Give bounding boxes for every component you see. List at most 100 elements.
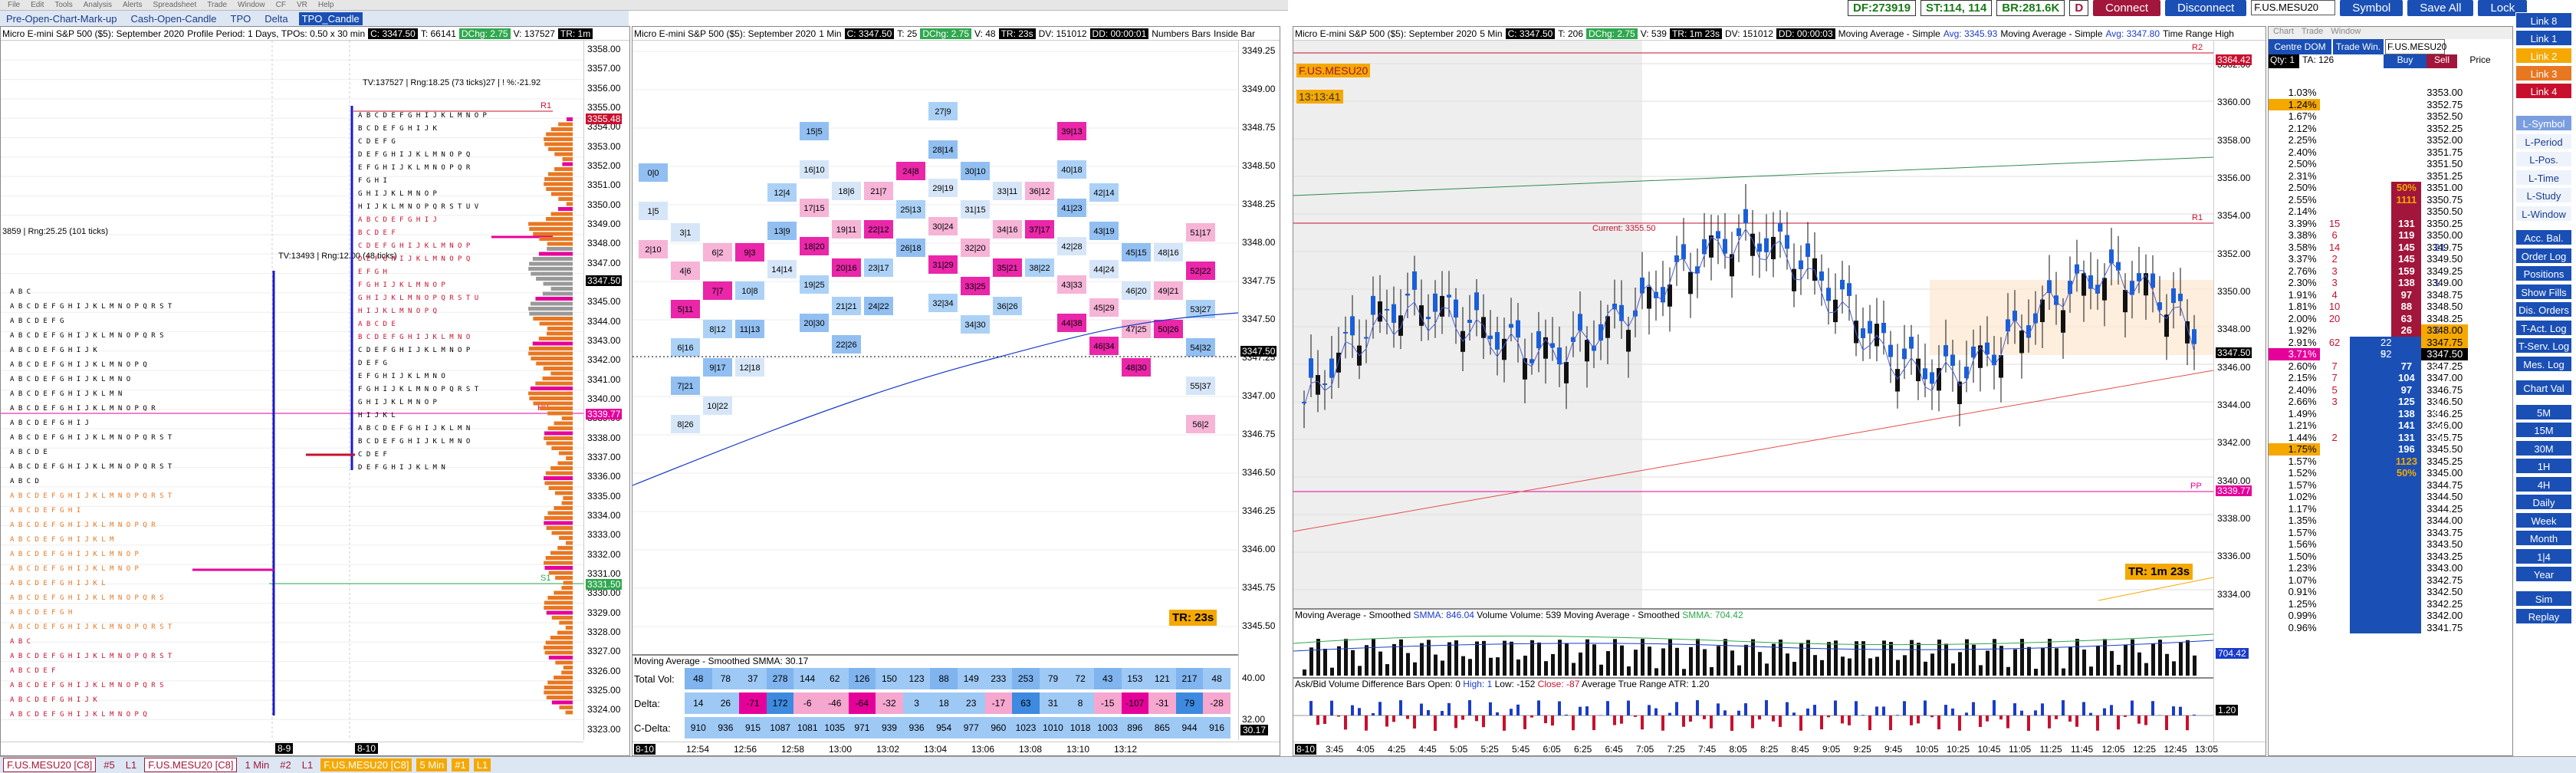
- dom-row[interactable]: 2.15% 7 104 3347.00: [2269, 372, 2468, 384]
- side-button-14[interactable]: Chart Val: [2515, 380, 2572, 396]
- dom-row[interactable]: 1.21% 141 3346.00: [2269, 419, 2468, 432]
- menu-item-2[interactable]: Tools: [54, 1, 73, 9]
- dom-row[interactable]: 1.52% 50% 3345.00: [2269, 467, 2468, 479]
- price-cell[interactable]: 3345.25: [2426, 455, 2463, 467]
- price-cell[interactable]: 3350.25: [2426, 217, 2463, 229]
- connect-button[interactable]: Connect: [2093, 0, 2161, 16]
- bid-cell[interactable]: 4: [2331, 288, 2338, 301]
- buy-cell[interactable]: [2350, 277, 2392, 289]
- side-button-10[interactable]: Dis. Orders: [2515, 301, 2572, 317]
- link-button-4[interactable]: Link 4: [2515, 83, 2572, 99]
- buy-cell[interactable]: [2349, 491, 2392, 503]
- sell-cell[interactable]: 196: [2391, 443, 2422, 456]
- buy-cell[interactable]: [2349, 621, 2392, 633]
- buy-cell[interactable]: [2350, 87, 2392, 99]
- price-cell[interactable]: 3344.50: [2426, 491, 2463, 502]
- dom-row[interactable]: 1.03% 3353.00: [2269, 87, 2468, 99]
- dom-row[interactable]: 1.23% 3343.00: [2269, 562, 2468, 574]
- side-button-20[interactable]: Daily: [2515, 494, 2572, 510]
- sell-cell[interactable]: 125: [2391, 396, 2422, 408]
- bid-cell[interactable]: [2320, 562, 2350, 574]
- dom-row[interactable]: 1.49% 138 3346.25: [2269, 407, 2468, 420]
- sell-cell[interactable]: 1111: [2391, 193, 2422, 206]
- price-cell[interactable]: 3342.50: [2426, 586, 2463, 597]
- menu-item-10[interactable]: Help: [317, 1, 334, 9]
- tab-pre-open[interactable]: Pre-Open-Chart-Mark-up: [6, 12, 117, 25]
- sell-cell[interactable]: 131: [2391, 431, 2422, 443]
- sell-cell[interactable]: 50%: [2391, 182, 2422, 194]
- dom-row[interactable]: 3.38% 6 119 3350.00: [2269, 229, 2468, 242]
- price-cell[interactable]: 3344.00: [2426, 515, 2463, 526]
- price-cell[interactable]: 3352.75: [2426, 98, 2463, 110]
- bid-cell[interactable]: [2320, 170, 2350, 183]
- price-cell[interactable]: 3347.75: [2421, 336, 2468, 348]
- side-button-19[interactable]: 4H: [2515, 475, 2572, 492]
- bid-cell[interactable]: 2: [2331, 431, 2338, 443]
- bid-cell[interactable]: 3: [2331, 396, 2338, 407]
- tab-tpo[interactable]: TPO: [230, 12, 251, 25]
- side-button-16[interactable]: 15M: [2515, 422, 2572, 438]
- dom-row[interactable]: 1.02% 3344.50: [2269, 491, 2468, 503]
- bid-cell[interactable]: [2320, 194, 2350, 206]
- buy-column-header[interactable]: Buy: [2384, 54, 2426, 68]
- price-cell[interactable]: 3346.75: [2426, 383, 2463, 396]
- buy-cell[interactable]: [2349, 407, 2392, 419]
- dom-row[interactable]: 0.96% 3341.75: [2269, 621, 2468, 634]
- askbid-subgraph[interactable]: Ask/Bid Volume Difference Bars Open: 0 H…: [1293, 677, 2213, 742]
- menu-item-6[interactable]: Trade: [207, 1, 228, 9]
- link-button-0[interactable]: Link 8: [2515, 12, 2572, 28]
- bid-cell[interactable]: 14: [2328, 241, 2341, 253]
- dom-row[interactable]: 1.24% 3352.75: [2269, 98, 2468, 110]
- save-all-button[interactable]: Save All: [2407, 0, 2474, 16]
- status-chart1-symbol[interactable]: F.US.MESU20 [C8]: [3, 758, 97, 772]
- buy-cell[interactable]: [2349, 586, 2392, 598]
- dom-row[interactable]: 1.57% 1123 3345.25: [2269, 455, 2468, 467]
- dom-row[interactable]: 2.60% 7 77 3347.25: [2269, 360, 2468, 372]
- link-button-2[interactable]: Link 2: [2515, 48, 2572, 64]
- tab-tpo-candle[interactable]: TPO_Candle: [298, 12, 363, 25]
- price-cell[interactable]: 3351.25: [2426, 169, 2463, 182]
- bid-cell[interactable]: [2320, 467, 2350, 479]
- bid-cell[interactable]: [2320, 622, 2350, 634]
- tab-delta[interactable]: Delta: [264, 12, 288, 25]
- price-cell[interactable]: 3346.00: [2426, 419, 2463, 431]
- bid-cell[interactable]: 6: [2331, 229, 2338, 241]
- bid-cell[interactable]: [2320, 598, 2350, 610]
- buy-cell[interactable]: [2349, 467, 2392, 479]
- bid-cell[interactable]: [2320, 182, 2350, 194]
- price-cell[interactable]: 3348.25: [2426, 312, 2463, 324]
- sell-cell[interactable]: [2391, 550, 2422, 562]
- sell-cell[interactable]: [2391, 502, 2422, 515]
- buy-cell[interactable]: [2350, 194, 2392, 206]
- link-button-3[interactable]: Link 3: [2515, 65, 2572, 81]
- dom-row[interactable]: 3.71% 3347.50: [2269, 348, 2468, 360]
- dom-row[interactable]: 2.66% 3 125 3346.50: [2269, 396, 2468, 408]
- buy-cell[interactable]: [2350, 110, 2392, 123]
- sell-cell[interactable]: [2391, 206, 2422, 218]
- sell-cell[interactable]: [2391, 146, 2422, 158]
- dom-row[interactable]: 1.25% 3342.25: [2269, 597, 2468, 610]
- dom-row[interactable]: 1.07% 3342.75: [2269, 574, 2468, 586]
- tpo-plot-area[interactable]: TV:137527 | Rng:18.25 (73 ticks)27 | ! %…: [1, 41, 583, 740]
- bid-cell[interactable]: 5: [2331, 383, 2338, 396]
- price-axis[interactable]: 3349.25 3349.00 3348.75 3348.50 3348.25 3348.…: [1238, 41, 1280, 654]
- dom-row[interactable]: 3.39% 15 131 3350.25: [2269, 217, 2468, 229]
- dom-row[interactable]: 2.91% 62 3347.75: [2269, 336, 2468, 348]
- buy-cell[interactable]: [2350, 123, 2392, 135]
- price-cell[interactable]: 3345.75: [2426, 431, 2463, 443]
- price-cell[interactable]: 3350.75: [2426, 193, 2463, 206]
- buy-cell[interactable]: [2350, 134, 2392, 146]
- bid-cell[interactable]: [2320, 408, 2350, 420]
- buy-cell[interactable]: [2349, 419, 2392, 432]
- side-button-8[interactable]: Positions: [2515, 265, 2572, 281]
- numbers-bars-chart[interactable]: Micro E-mini S&P 500 ($5): September 202…: [632, 26, 1280, 756]
- dom-row[interactable]: 1.57% 3344.75: [2269, 479, 2468, 491]
- buy-cell[interactable]: [2349, 550, 2392, 562]
- dom-row[interactable]: 3.37% 2 145 3349.50: [2269, 253, 2468, 265]
- sell-cell[interactable]: [2391, 586, 2422, 598]
- price-cell[interactable]: 3342.00: [2426, 610, 2463, 621]
- buy-cell[interactable]: [2350, 242, 2392, 254]
- bid-cell[interactable]: [2320, 538, 2350, 551]
- bid-cell[interactable]: [2320, 146, 2350, 159]
- buy-cell[interactable]: [2349, 538, 2392, 551]
